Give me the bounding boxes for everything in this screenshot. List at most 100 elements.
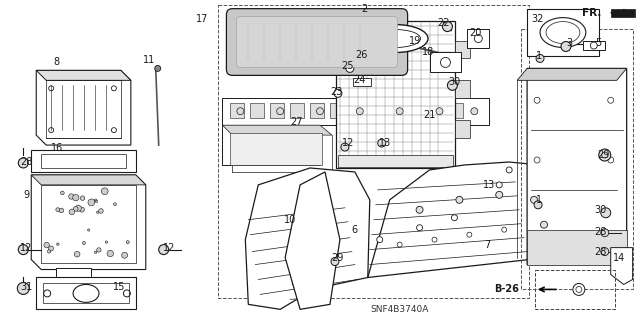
Bar bbox=[527, 9, 599, 56]
Text: 21: 21 bbox=[423, 110, 436, 120]
FancyBboxPatch shape bbox=[227, 9, 408, 75]
FancyBboxPatch shape bbox=[236, 17, 397, 67]
Bar bbox=[338, 155, 453, 167]
Text: 10: 10 bbox=[284, 215, 296, 225]
Circle shape bbox=[377, 237, 383, 243]
Polygon shape bbox=[223, 125, 320, 165]
Circle shape bbox=[88, 229, 90, 231]
Circle shape bbox=[541, 221, 547, 228]
Text: 29: 29 bbox=[332, 253, 344, 263]
Text: 8: 8 bbox=[53, 57, 60, 67]
Text: 1: 1 bbox=[536, 51, 542, 62]
Ellipse shape bbox=[371, 30, 420, 48]
Text: 9: 9 bbox=[23, 190, 29, 200]
Circle shape bbox=[113, 203, 116, 206]
Circle shape bbox=[416, 206, 423, 213]
Circle shape bbox=[101, 188, 108, 195]
Circle shape bbox=[126, 241, 129, 244]
Circle shape bbox=[496, 182, 502, 188]
Text: 2: 2 bbox=[362, 4, 368, 14]
Circle shape bbox=[531, 196, 538, 203]
Text: 15: 15 bbox=[113, 282, 125, 293]
Circle shape bbox=[59, 208, 63, 213]
Bar bbox=[410, 103, 424, 118]
Text: 28: 28 bbox=[595, 227, 607, 237]
Bar bbox=[456, 120, 470, 138]
Circle shape bbox=[451, 215, 458, 221]
Circle shape bbox=[442, 22, 452, 32]
Text: 6: 6 bbox=[352, 225, 358, 235]
Text: 20: 20 bbox=[469, 27, 481, 38]
Bar bbox=[521, 29, 632, 289]
Text: 23: 23 bbox=[331, 87, 343, 97]
Text: 17: 17 bbox=[196, 14, 209, 24]
Bar bbox=[330, 103, 344, 118]
Ellipse shape bbox=[540, 18, 586, 48]
Circle shape bbox=[56, 208, 60, 211]
Polygon shape bbox=[223, 125, 332, 135]
Polygon shape bbox=[368, 162, 559, 278]
Text: 13: 13 bbox=[483, 180, 495, 190]
Bar bbox=[44, 284, 129, 303]
Circle shape bbox=[74, 251, 80, 257]
Circle shape bbox=[599, 149, 611, 161]
Bar bbox=[350, 103, 364, 118]
Circle shape bbox=[95, 200, 97, 203]
Circle shape bbox=[331, 257, 339, 265]
Circle shape bbox=[57, 243, 59, 245]
Circle shape bbox=[276, 108, 284, 115]
Polygon shape bbox=[467, 29, 489, 48]
Polygon shape bbox=[31, 175, 146, 185]
Circle shape bbox=[88, 199, 95, 206]
Text: 28: 28 bbox=[595, 247, 607, 256]
Circle shape bbox=[356, 108, 364, 115]
Text: 26: 26 bbox=[356, 50, 368, 61]
Text: 11: 11 bbox=[143, 56, 155, 65]
Text: 31: 31 bbox=[20, 282, 33, 293]
Circle shape bbox=[341, 143, 349, 151]
Circle shape bbox=[17, 282, 29, 294]
Polygon shape bbox=[56, 268, 91, 278]
Circle shape bbox=[573, 284, 585, 295]
Circle shape bbox=[601, 208, 611, 218]
Polygon shape bbox=[611, 248, 632, 285]
Text: 1: 1 bbox=[536, 195, 542, 205]
Bar bbox=[46, 80, 121, 138]
Circle shape bbox=[601, 229, 609, 237]
Circle shape bbox=[534, 201, 542, 209]
Ellipse shape bbox=[546, 22, 580, 43]
Circle shape bbox=[317, 108, 323, 115]
Polygon shape bbox=[429, 52, 461, 72]
Text: 32: 32 bbox=[531, 14, 543, 24]
Circle shape bbox=[159, 245, 169, 255]
Circle shape bbox=[73, 195, 79, 201]
Text: 7: 7 bbox=[484, 240, 490, 250]
Circle shape bbox=[496, 191, 502, 198]
Text: 5: 5 bbox=[596, 38, 602, 48]
Circle shape bbox=[456, 196, 463, 203]
Bar bbox=[370, 103, 384, 118]
Bar bbox=[390, 103, 404, 118]
Bar bbox=[583, 41, 605, 50]
Bar bbox=[36, 278, 136, 309]
Bar bbox=[449, 103, 463, 118]
Circle shape bbox=[155, 65, 161, 71]
Polygon shape bbox=[340, 125, 420, 155]
Polygon shape bbox=[245, 168, 370, 309]
Text: 14: 14 bbox=[612, 253, 625, 263]
Bar bbox=[348, 133, 408, 149]
Text: 22: 22 bbox=[437, 18, 450, 28]
Bar bbox=[230, 103, 244, 118]
Text: 3: 3 bbox=[566, 38, 572, 48]
Bar bbox=[353, 78, 371, 86]
Text: 12: 12 bbox=[342, 138, 354, 148]
Bar bbox=[336, 21, 456, 168]
Circle shape bbox=[237, 108, 244, 115]
Text: FR.: FR. bbox=[582, 8, 602, 18]
Circle shape bbox=[49, 246, 54, 251]
Circle shape bbox=[47, 250, 51, 253]
Circle shape bbox=[601, 248, 609, 256]
Text: 25: 25 bbox=[342, 61, 354, 71]
Text: 12: 12 bbox=[20, 243, 33, 253]
Bar bbox=[218, 5, 529, 298]
